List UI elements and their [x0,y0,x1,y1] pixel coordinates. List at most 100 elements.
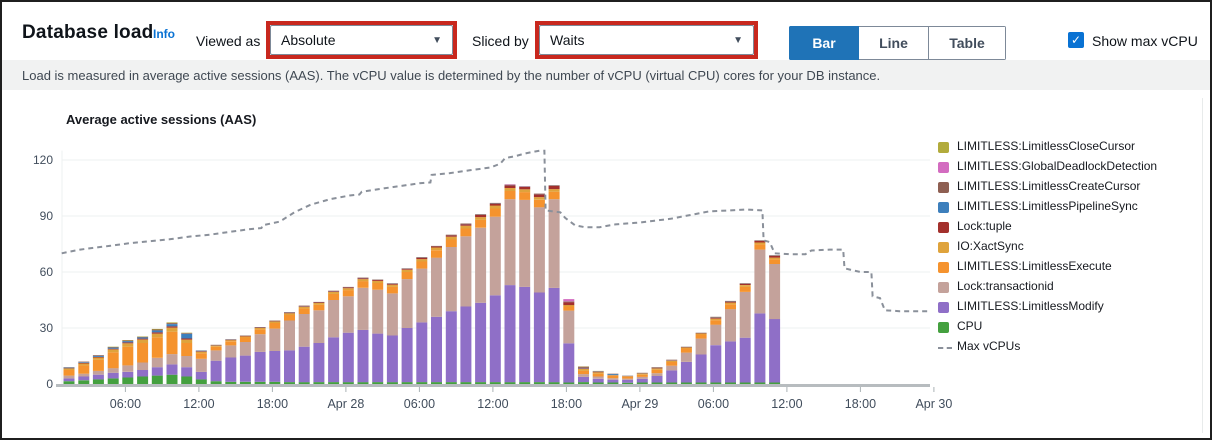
bar-segment [181,367,193,377]
bar-segment [92,359,104,371]
legend-item[interactable]: Lock:tuple [938,219,1206,239]
info-link[interactable]: Info [153,27,175,41]
bar-segment [181,338,193,340]
bar-segment [754,240,766,241]
bar-segment [195,353,207,359]
bar-segment [151,337,163,358]
legend-item[interactable]: LIMITLESS:LimitlessCloseCursor [938,139,1206,159]
bar-segment [431,382,442,384]
bar-segment [475,382,487,384]
bar-segment [710,318,722,321]
y-axis-tick-label: 90 [40,209,54,223]
viewed-as-value: Absolute [281,32,336,48]
bar-segment [313,302,325,303]
bar-segment [666,365,678,371]
bar-segment [607,374,619,375]
bar-segment [137,362,149,370]
bar-segment [78,376,90,381]
bar-segment [416,257,428,260]
bar-segment [680,348,692,353]
legend-item[interactable]: Lock:transactionid [938,279,1206,299]
line-button[interactable]: Line [859,26,929,60]
bar-segment [489,208,501,217]
bar-segment [548,191,560,200]
legend-item[interactable]: LIMITLESS:LimitlessPipelineSync [938,199,1206,219]
bar-segment [386,283,398,285]
bar-segment [181,333,193,339]
bar-segment [313,382,325,384]
bar-segment [137,342,149,363]
bar-segment [313,303,325,305]
bar-segment [195,351,207,354]
bar-segment [225,341,237,346]
bar-segment [92,355,104,357]
legend-item[interactable]: CPU [938,319,1206,339]
bar-segment [607,379,619,383]
sliced-by-label: Sliced by [472,33,529,49]
bar-segment [78,362,90,364]
bar-segment [210,346,222,351]
legend-item[interactable]: LIMITLESS:LimitlessModify [938,299,1206,319]
bar-segment [254,351,266,382]
bar-segment [431,247,442,251]
bar-segment [533,193,545,195]
x-axis-tick-label: 06:00 [698,397,729,411]
bar-segment [607,375,619,376]
show-max-vcpu-checkbox[interactable]: ✓ [1068,32,1084,48]
bar-segment [107,347,119,349]
bar-segment [166,374,178,384]
legend-swatch-icon [938,282,949,293]
bar-segment [460,236,472,307]
bar-segment [710,345,722,383]
bar-segment [210,381,222,384]
bar-segment [181,376,193,384]
legend-item[interactable]: IO:XactSync [938,239,1206,259]
bar-segment [607,376,619,379]
bar-segment [63,368,75,370]
bar-segment [710,382,722,384]
bar-segment [63,381,75,384]
bar-segment [622,379,634,383]
bar-segment [739,285,751,287]
legend-item[interactable]: LIMITLESS:GlobalDeadlockDetection [938,159,1206,179]
bar-segment [504,382,516,384]
bar-segment [622,378,634,380]
bar-segment [710,320,722,325]
bar-segment [475,217,487,220]
bar-segment [210,345,222,347]
bar-segment [166,364,178,375]
legend-item[interactable]: LIMITLESS:LimitlessExecute [938,259,1206,279]
bar-segment [313,310,325,343]
y-axis-tick-label: 0 [46,377,53,391]
legend-item-max-vcpus[interactable]: Max vCPUs [938,339,1206,359]
bar-segment [460,306,472,383]
x-axis-tick-label: 12:00 [183,397,214,411]
show-max-vcpu-label: Show max vCPU [1092,33,1198,49]
bar-segment [533,197,545,200]
legend-item[interactable]: LIMITLESS:LimitlessCreateCursor [938,179,1206,199]
description-text: Load is measured in average active sessi… [22,67,881,83]
bar-button[interactable]: Bar [789,26,859,60]
table-button[interactable]: Table [929,26,1006,60]
chart-title: Average active sessions (AAS) [66,112,257,127]
bar-segment [636,373,648,375]
bar-segment [137,336,149,338]
bar-segment [254,334,266,352]
legend-swatch-icon [938,162,949,173]
bar-segment [284,382,295,384]
bar-segment [548,199,560,288]
bar-segment [489,382,501,384]
bar-segment [166,354,178,365]
legend-label: LIMITLESS:LimitlessPipelineSync [957,199,1138,213]
bar-segment [151,375,163,384]
sliced-by-select[interactable]: Waits ▼ [539,25,754,55]
bar-segment [695,334,707,339]
bar-segment [445,234,457,236]
bar-segment [680,347,692,349]
bar-segment [386,382,398,384]
bar-segment [519,189,531,193]
bar-segment [739,286,751,292]
viewed-as-select[interactable]: Absolute ▼ [270,25,453,55]
y-axis-tick-label: 60 [40,265,54,279]
bar-segment [166,331,178,355]
